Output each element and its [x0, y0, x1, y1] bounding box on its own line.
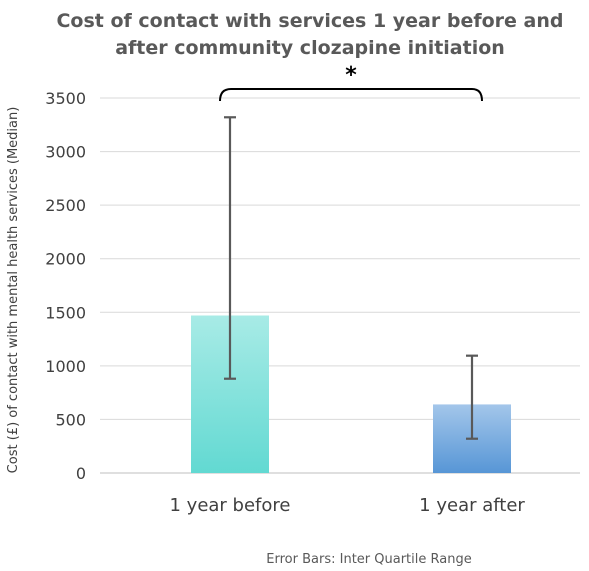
category-label-after: 1 year after [419, 495, 525, 516]
error-bar-after [466, 354, 478, 440]
y-tick-label: 0 [76, 464, 86, 483]
chart-title-line-1: Cost of contact with services 1 year bef… [56, 10, 563, 32]
y-tick-label: 3000 [45, 143, 86, 162]
y-axis-label: Cost (£) of contact with mental health s… [6, 107, 21, 474]
y-axis-ticks: 0 500 1000 1500 2000 2500 3000 3500 [45, 89, 86, 483]
error-bar-note: Error Bars: Inter Quartile Range [266, 552, 471, 567]
category-label-before: 1 year before [170, 495, 291, 516]
x-axis-categories: 1 year before 1 year after [170, 495, 526, 516]
y-tick-label: 1500 [45, 303, 86, 322]
y-tick-label: 2500 [45, 196, 86, 215]
bars [191, 315, 511, 473]
significance-marker: * [345, 63, 357, 88]
y-tick-label: 1000 [45, 357, 86, 376]
y-tick-label: 500 [55, 410, 86, 429]
y-tick-label: 3500 [45, 89, 86, 108]
chart-title-line-2: after community clozapine initiation [115, 37, 505, 59]
y-tick-label: 2000 [45, 250, 86, 269]
significance-bracket [219, 88, 483, 102]
error-bars [224, 116, 478, 440]
gridlines [100, 97, 580, 474]
error-bar-before [224, 116, 236, 380]
